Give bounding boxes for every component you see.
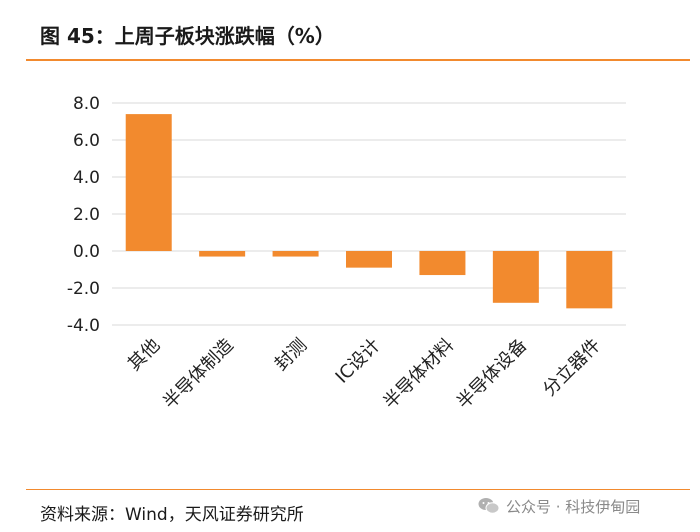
watermark-text: 公众号 · 科技伊甸园: [506, 497, 641, 516]
bar: [566, 251, 613, 309]
bar: [346, 251, 392, 268]
source-note: 资料来源：Wind，天风证券研究所: [40, 505, 304, 525]
grid-lines: [112, 102, 626, 326]
y-tick-label: -4.0: [67, 316, 100, 336]
x-category-label: 半导体设备: [453, 335, 531, 413]
y-tick-label: 4.0: [73, 168, 100, 188]
chart-title: 图 45：上周子板块涨跌幅（%）: [40, 24, 335, 48]
header-divider: [26, 59, 690, 61]
bars: [125, 114, 613, 309]
y-axis-ticks: 8.0 6.0 4.0 2.0 0.0 -2.0 -4.0: [67, 94, 100, 336]
bar: [125, 114, 172, 251]
x-category-label: 其他: [124, 335, 164, 375]
wechat-icon: [478, 498, 500, 514]
x-category-label: IC设计: [332, 335, 385, 388]
bar: [272, 251, 319, 257]
bar: [492, 251, 539, 303]
bar: [419, 251, 466, 276]
footer-divider: [26, 489, 690, 490]
y-tick-label: 0.0: [73, 242, 100, 262]
bar: [199, 251, 246, 257]
y-tick-label: -2.0: [67, 279, 100, 299]
y-tick-label: 6.0: [73, 131, 100, 151]
x-category-label: 半导体材料: [379, 335, 457, 413]
x-category-label: 分立器件: [539, 335, 605, 401]
y-tick-label: 8.0: [73, 94, 100, 114]
x-category-label: 封测: [271, 335, 311, 375]
x-category-label: 半导体制造: [159, 335, 237, 413]
watermark: 公众号 · 科技伊甸园: [478, 494, 640, 518]
y-tick-label: 2.0: [73, 205, 100, 225]
